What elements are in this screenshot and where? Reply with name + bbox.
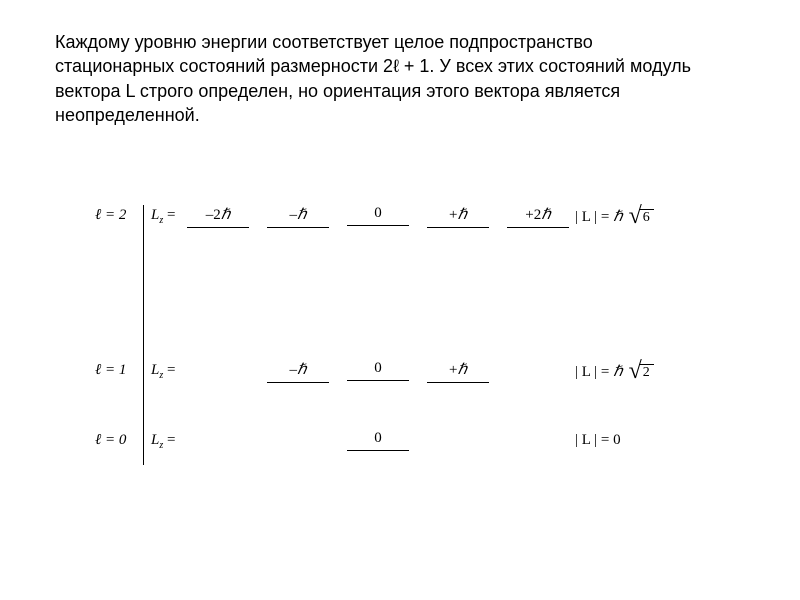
magnitude-prefix: | L | = ℏ: [575, 362, 623, 381]
level-line: [427, 227, 489, 228]
magnitude-prefix: | L | = ℏ: [575, 207, 623, 226]
ell-label: ℓ = 1: [95, 362, 126, 379]
energy-level: –2ℏ: [187, 205, 249, 228]
magnitude-label: | L | = 0: [575, 432, 621, 449]
magnitude-prefix: | L | = 0: [575, 432, 621, 449]
level-row: ℓ = 1 Lz = –ℏ 0 +ℏ | L | = ℏ √2: [95, 360, 735, 390]
energy-level: –ℏ: [267, 205, 329, 228]
levels-group: –2ℏ –ℏ 0 +ℏ +2ℏ: [187, 205, 567, 235]
level-line: [267, 382, 329, 383]
level-line: [427, 382, 489, 383]
sqrt-arg: 2: [639, 364, 654, 381]
level-line: [187, 227, 249, 228]
level-line: [347, 450, 409, 451]
magnitude-label: | L | = ℏ √6: [575, 207, 654, 226]
energy-level: +2ℏ: [507, 205, 569, 228]
levels-group: –ℏ 0 +ℏ: [187, 360, 567, 390]
energy-level: +ℏ: [427, 360, 489, 383]
sqrt-expression: √6: [629, 207, 654, 226]
energy-level-diagram: ℓ = 2 Lz = –2ℏ –ℏ 0 +ℏ +2ℏ | L | = ℏ √6 ℓ = 1 Lz =…: [95, 205, 735, 485]
ell-label: ℓ = 0: [95, 432, 126, 449]
energy-level: –ℏ: [267, 360, 329, 383]
ell-label: ℓ = 2: [95, 207, 126, 224]
magnitude-label: | L | = ℏ √2: [575, 362, 654, 381]
lz-label: Lz =: [151, 207, 175, 226]
level-value: –2ℏ: [187, 205, 249, 224]
level-value: +2ℏ: [507, 205, 569, 224]
level-line: [267, 227, 329, 228]
level-row: ℓ = 0 Lz = 0 | L | = 0: [95, 430, 735, 460]
energy-level: +ℏ: [427, 205, 489, 228]
lz-label: Lz =: [151, 362, 175, 381]
level-value: –ℏ: [267, 360, 329, 379]
vertical-divider: [143, 205, 144, 465]
level-line: [507, 227, 569, 228]
sqrt-arg: 6: [639, 209, 654, 226]
level-line: [347, 380, 409, 381]
level-value: –ℏ: [267, 205, 329, 224]
energy-level: 0: [347, 360, 409, 381]
level-value: +ℏ: [427, 205, 489, 224]
energy-level: 0: [347, 205, 409, 226]
energy-level: 0: [347, 430, 409, 451]
level-row: ℓ = 2 Lz = –2ℏ –ℏ 0 +ℏ +2ℏ | L | = ℏ √6: [95, 205, 735, 235]
lz-label: Lz =: [151, 432, 175, 451]
levels-group: 0: [187, 430, 567, 460]
level-line: [347, 225, 409, 226]
level-value: 0: [347, 360, 409, 377]
level-value: 0: [347, 205, 409, 222]
description-text: Каждому уровню энергии соответствует цел…: [55, 30, 705, 127]
level-value: 0: [347, 430, 409, 447]
level-value: +ℏ: [427, 360, 489, 379]
sqrt-expression: √2: [629, 362, 654, 381]
